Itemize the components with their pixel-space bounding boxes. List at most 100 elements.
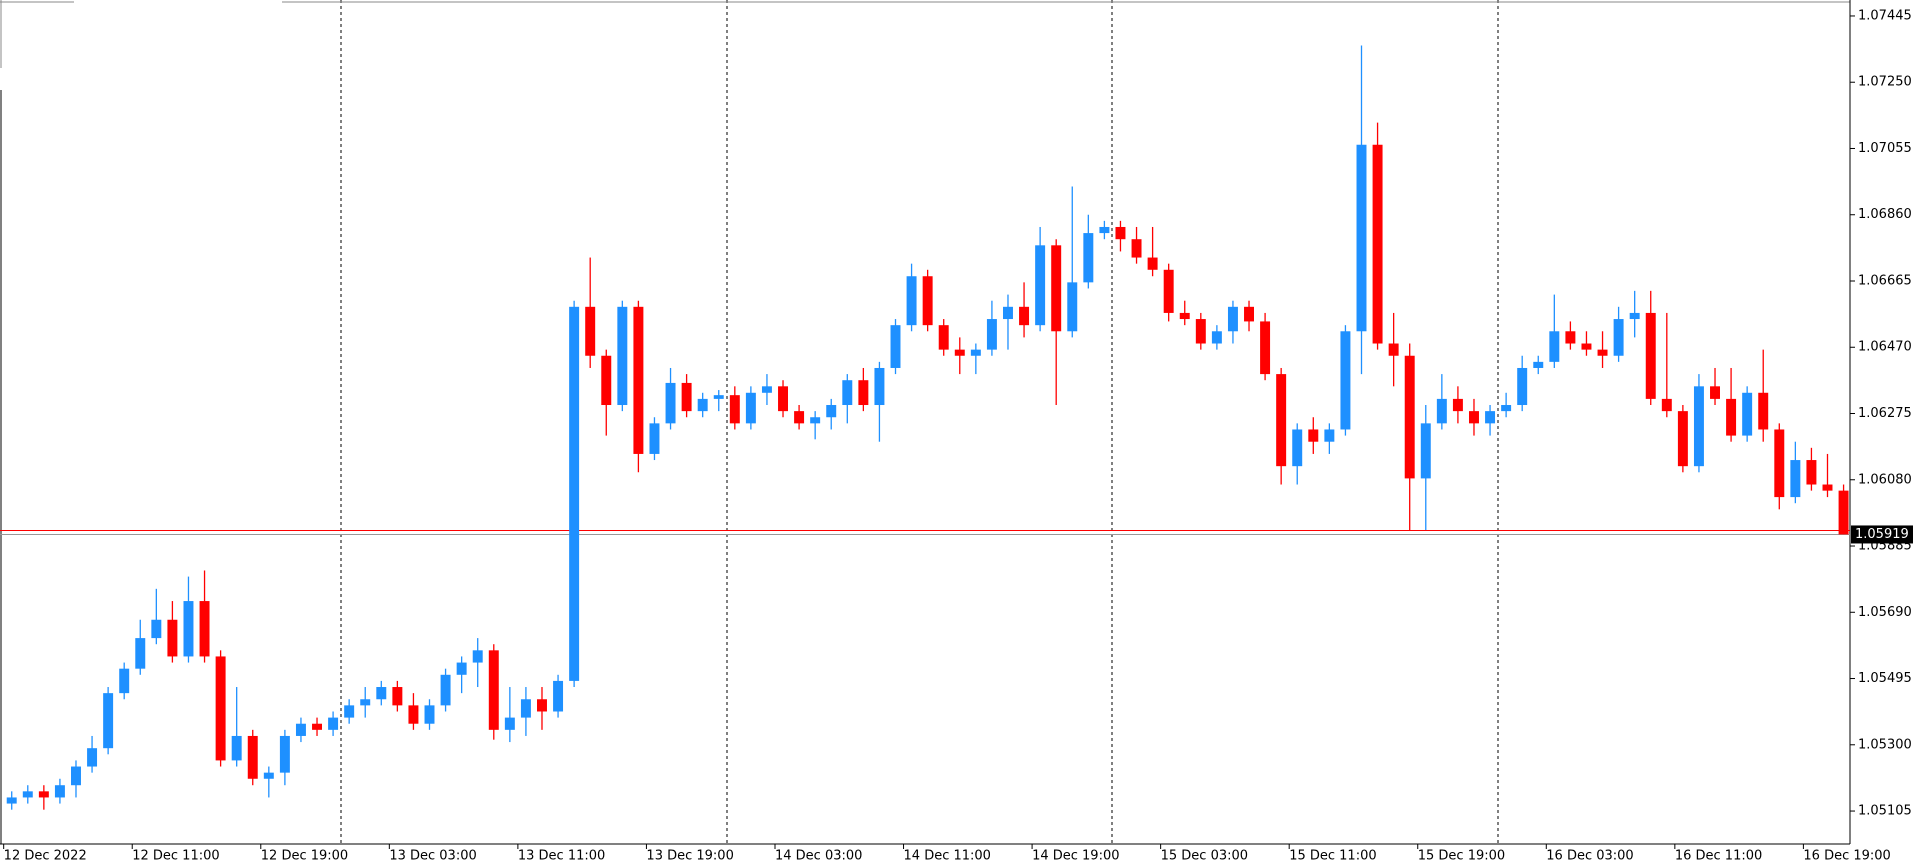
candle-body	[553, 680, 564, 712]
candle-body	[344, 705, 355, 718]
candle-body	[1661, 398, 1672, 412]
candle-body	[1420, 423, 1431, 479]
candle-body	[1260, 321, 1271, 375]
candle-body	[183, 601, 194, 657]
candle-body	[842, 380, 853, 406]
candle-body	[1485, 411, 1496, 424]
candle-body	[1227, 306, 1238, 332]
candle-body	[890, 325, 901, 368]
candle-body	[1131, 239, 1142, 258]
candle-body	[1549, 331, 1560, 362]
candle-body	[826, 405, 837, 418]
candle-body	[263, 772, 274, 779]
candle-body	[649, 423, 660, 454]
candle-body	[440, 674, 451, 706]
candle-body	[1051, 245, 1062, 332]
x-tick-label: 12 Dec 2022	[4, 849, 87, 864]
x-tick-label: 14 Dec 19:00	[1032, 849, 1119, 864]
candle-body	[1244, 306, 1254, 322]
candle-body	[151, 619, 162, 639]
y-tick-label: 1.07445	[1858, 8, 1912, 23]
candle-body	[1035, 245, 1046, 326]
candle-body	[1388, 343, 1399, 356]
y-tick-label: 1.06470	[1858, 340, 1912, 355]
x-tick-label: 13 Dec 03:00	[389, 849, 476, 864]
candle-body	[729, 395, 740, 424]
overlay-box	[0, 0, 340, 108]
candle-body	[1822, 484, 1833, 491]
window-corner	[0, 0, 1850, 844]
candle-body	[794, 411, 805, 424]
x-tick-label: 15 Dec 19:00	[1418, 849, 1505, 864]
candle-body	[456, 662, 467, 675]
candle-body	[697, 398, 708, 412]
candle-body	[22, 791, 33, 798]
x-tick-label: 13 Dec 19:00	[646, 849, 733, 864]
x-tick-label: 16 Dec 19:00	[1803, 849, 1890, 864]
candle-body	[472, 650, 483, 663]
x-tick-label: 15 Dec 03:00	[1161, 849, 1248, 864]
candle-body	[1083, 233, 1094, 283]
y-tick-label: 1.07055	[1858, 141, 1912, 156]
candle-body	[408, 705, 419, 724]
current-price-label: 1.05919	[1855, 527, 1909, 542]
candle-body	[1099, 226, 1110, 234]
x-tick-label: 16 Dec 11:00	[1675, 849, 1762, 864]
candle-body	[1292, 429, 1303, 467]
candle-body	[1758, 392, 1769, 430]
candle-body	[585, 306, 596, 356]
candle-body	[1308, 429, 1319, 442]
candle-body	[1163, 269, 1174, 313]
candle-body	[167, 619, 178, 657]
candle-body	[1565, 331, 1576, 344]
candle-body	[1597, 349, 1608, 356]
candle-body	[569, 306, 580, 681]
candle-body	[810, 417, 821, 424]
candle-body	[713, 395, 724, 399]
x-tick-label: 14 Dec 03:00	[775, 849, 862, 864]
candle-body	[71, 766, 81, 786]
candle-body	[537, 699, 547, 712]
candle-body	[1211, 331, 1222, 344]
candle-body	[1195, 319, 1206, 344]
candle-body	[424, 705, 435, 724]
candle-body	[6, 797, 17, 804]
y-tick-label: 1.05105	[1858, 804, 1912, 819]
candle-body	[199, 601, 210, 657]
candle-body	[87, 748, 98, 767]
x-tick-label: 13 Dec 11:00	[518, 849, 605, 864]
candle-body	[360, 699, 371, 706]
candle-body	[906, 276, 917, 326]
candle-body	[295, 723, 306, 736]
candle-body	[1501, 405, 1512, 412]
y-tick-label: 1.05300	[1858, 737, 1912, 752]
candle-body	[103, 693, 114, 749]
candle-body	[520, 699, 531, 718]
candle-body	[1613, 319, 1624, 356]
candle-body	[1806, 460, 1817, 485]
y-tick-label: 1.05690	[1858, 605, 1912, 620]
x-tick-label: 15 Dec 11:00	[1289, 849, 1376, 864]
candle-body	[1710, 386, 1720, 399]
candle-body	[376, 687, 387, 700]
current-price-tag	[1851, 525, 1913, 544]
candle-body	[1677, 411, 1688, 467]
candle-body	[874, 367, 885, 406]
candle-body	[1726, 398, 1737, 436]
candle-body	[1469, 411, 1479, 424]
candle-body	[247, 735, 258, 779]
candle-body	[1372, 144, 1383, 344]
candle-body	[1147, 257, 1158, 270]
candle-body	[986, 319, 997, 350]
candle-body	[1179, 312, 1190, 320]
candle-body	[665, 382, 676, 424]
candle-body	[328, 717, 339, 730]
candle-body	[1019, 306, 1030, 326]
candle-body	[488, 650, 499, 730]
candle-body	[279, 735, 290, 773]
candle-body	[1276, 374, 1287, 467]
candle-body	[954, 349, 965, 356]
candle-body	[119, 668, 130, 694]
